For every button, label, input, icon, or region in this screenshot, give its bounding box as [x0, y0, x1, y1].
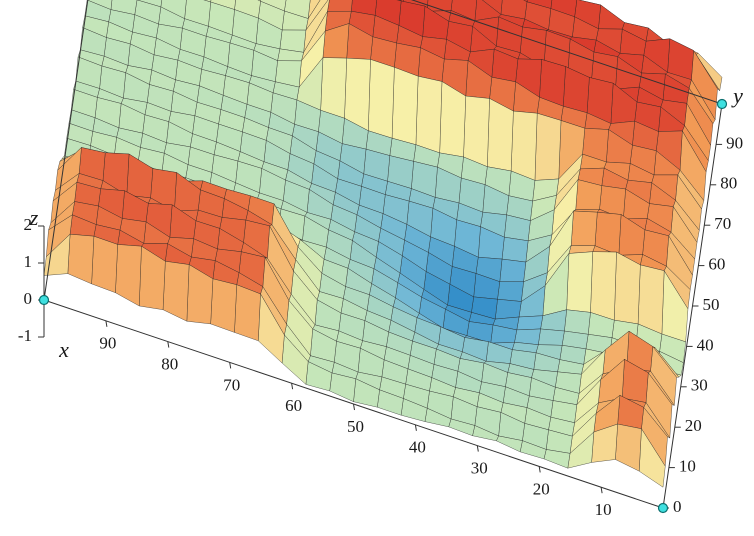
surface-cell: [368, 59, 395, 139]
x-tick-mark: [229, 362, 232, 369]
surface-cell: [598, 4, 625, 30]
surface-cell: [637, 264, 665, 335]
surface-cell: [162, 260, 190, 322]
z-tick-label: 1: [24, 252, 33, 271]
x-tick-label: 70: [223, 375, 240, 394]
rotation-handles[interactable]: [38, 0, 728, 514]
y-tick-label: 50: [703, 295, 720, 314]
surface-cell: [487, 98, 514, 172]
handle-x-end[interactable]: [657, 502, 669, 514]
y-tick-label: 30: [691, 376, 708, 395]
surface-cell: [463, 95, 490, 168]
surface-cell: [115, 244, 142, 307]
x-axis-label: x: [58, 337, 69, 362]
surface-cell: [234, 284, 261, 342]
surface-mesh: [43, 0, 723, 488]
x-tick-label: 90: [99, 334, 116, 353]
surface-cell: [501, 236, 529, 263]
x-tick-mark: [105, 320, 108, 327]
surface-cell: [514, 328, 541, 345]
surface-cell: [210, 278, 237, 333]
x-tick-label: 40: [409, 438, 426, 457]
surface-cell: [415, 75, 443, 154]
surface-cell: [497, 281, 524, 302]
x-tick-label: 50: [347, 417, 364, 436]
surface-cell: [615, 423, 642, 472]
surface-cell: [570, 210, 598, 247]
surface-cell: [499, 258, 527, 282]
surface-cell: [590, 251, 617, 321]
surface-cell: [43, 233, 71, 276]
z-tick-label: -1: [18, 326, 32, 345]
y-tick-label: 40: [697, 335, 714, 354]
base-edge-left: [43, 0, 89, 301]
y-tick-label: 20: [685, 416, 702, 435]
surface-cell: [327, 0, 353, 12]
y-tick-label: 90: [726, 133, 743, 152]
x-tick-mark: [353, 403, 355, 411]
z-tick-label: 2: [24, 215, 33, 234]
surface-cell: [614, 251, 641, 325]
y-tick-label: 70: [714, 214, 731, 233]
surface-cell: [566, 251, 593, 313]
surface-cell: [67, 233, 95, 285]
surface-cell: [91, 235, 118, 294]
x-tick-label: 20: [533, 479, 550, 498]
y-tick-label: 10: [679, 457, 696, 476]
x-tick-label: 60: [285, 396, 302, 415]
handle-y-end[interactable]: [716, 98, 728, 110]
x-tick-label: 30: [471, 459, 488, 478]
surface-cell: [564, 309, 591, 335]
x-tick-label: 10: [595, 500, 612, 519]
y-axis-label: y: [731, 83, 743, 108]
surface-cell: [494, 298, 522, 320]
surface-cell: [344, 57, 371, 132]
x-tick-mark: [167, 341, 170, 348]
surface-cell: [516, 315, 544, 331]
surface-cell: [534, 112, 562, 181]
x-tick-mark: [538, 466, 541, 473]
surface-cell: [538, 328, 565, 346]
surface-cell: [279, 29, 307, 53]
x-tick-label: 80: [161, 355, 178, 374]
surface-cell: [510, 110, 538, 181]
x-tick-mark: [600, 487, 603, 494]
x-tick-mark: [476, 445, 479, 452]
y-tick-label: 60: [708, 255, 725, 274]
x-tick-mark: [414, 424, 417, 431]
handle-origin[interactable]: [38, 294, 50, 306]
z-axis-label: z: [29, 205, 39, 230]
surface-cell: [391, 66, 419, 146]
surface-cell: [320, 57, 347, 119]
z-tick-label: 0: [24, 289, 33, 308]
y-tick-label: 80: [720, 174, 737, 193]
y-tick-label: 0: [673, 497, 682, 516]
x-tick-mark: [291, 383, 294, 390]
axes: 102030405060708090x0102030405060708090y-…: [18, 0, 743, 519]
base-edge-back: [410, 0, 723, 105]
